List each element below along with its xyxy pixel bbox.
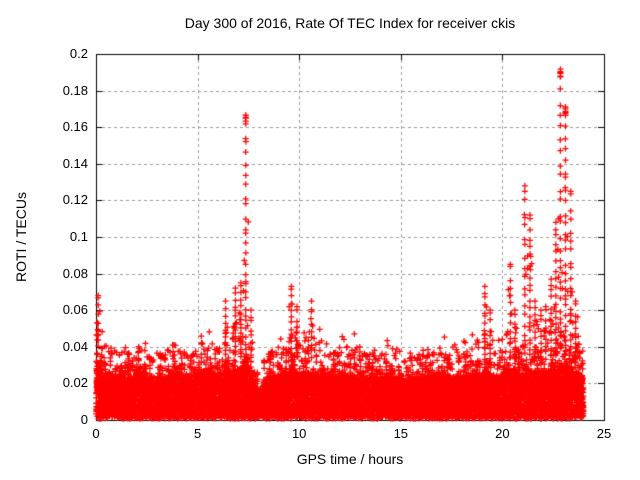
y-tick-label: 0.12 bbox=[62, 192, 88, 208]
x-tick-label: 5 bbox=[193, 426, 202, 441]
y-tick-label: 0.18 bbox=[62, 82, 88, 98]
x-tick-label: 20 bbox=[495, 426, 510, 441]
y-tick-label: 0.2 bbox=[69, 46, 88, 61]
y-tick-label: 0.08 bbox=[62, 265, 88, 281]
y-tick-label: 0.06 bbox=[62, 302, 88, 318]
y-tick-label: 0.14 bbox=[62, 155, 88, 171]
y-tick-label: 0.04 bbox=[62, 338, 88, 354]
x-tick-label: 15 bbox=[393, 426, 409, 441]
y-tick-label: 0 bbox=[80, 412, 88, 427]
x-tick-label: 25 bbox=[596, 426, 612, 441]
y-tick-label: 0.16 bbox=[62, 119, 88, 135]
y-tick-label: 0.1 bbox=[69, 229, 88, 244]
x-tick-label: 0 bbox=[92, 426, 100, 441]
x-axis-label: GPS time / hours bbox=[296, 451, 404, 467]
y-tick-label: 0.02 bbox=[62, 375, 88, 391]
chart-title: Day 300 of 2016, Rate Of TEC Index for r… bbox=[184, 15, 516, 31]
x-tick-label: 10 bbox=[291, 426, 307, 441]
